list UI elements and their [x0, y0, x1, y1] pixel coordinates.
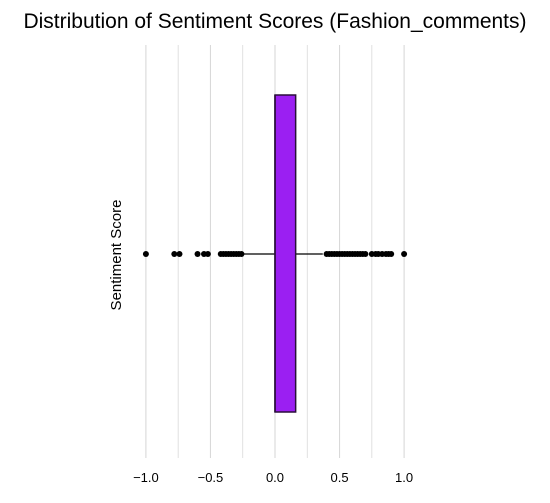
x-tick-label: 1.0	[395, 470, 413, 485]
outlier-point	[171, 251, 178, 257]
x-tick-label: 0.0	[266, 470, 284, 485]
x-tick-label: 0.5	[331, 470, 349, 485]
outlier-point	[142, 251, 149, 257]
outlier-point	[362, 251, 369, 257]
outlier-point	[238, 251, 245, 257]
outlier-layer	[142, 251, 408, 257]
x-tick-label: −1.0	[133, 470, 159, 485]
tick-layer: −1.0 −0.5 0.0 0.5 1.0	[133, 470, 413, 485]
chart-title: Distribution of Sentiment Scores (Fashio…	[23, 10, 527, 33]
outlier-point	[204, 251, 211, 257]
outlier-point	[194, 251, 201, 257]
x-tick-label: −0.5	[198, 470, 224, 485]
outlier-point	[176, 251, 183, 257]
box-layer	[274, 94, 297, 413]
outlier-point	[388, 251, 395, 257]
y-axis-label: Sentiment Score	[108, 200, 125, 311]
iqr-box	[274, 94, 297, 413]
outlier-point	[401, 251, 408, 257]
